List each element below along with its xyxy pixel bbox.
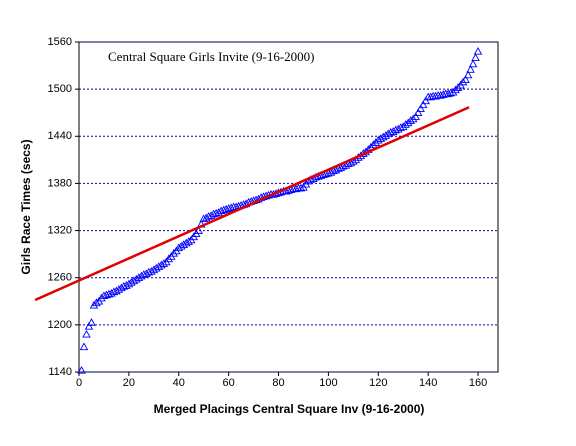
data-point bbox=[224, 204, 233, 212]
data-point bbox=[84, 322, 94, 330]
y-tick-label: 1260 bbox=[48, 272, 72, 284]
data-point bbox=[79, 342, 89, 351]
data-point bbox=[226, 203, 236, 212]
data-point bbox=[164, 254, 174, 263]
data-point bbox=[443, 89, 453, 98]
data-point bbox=[321, 169, 331, 178]
y-axis-title: Girls Race Times (secs) bbox=[19, 139, 33, 274]
data-point bbox=[184, 237, 194, 245]
data-point bbox=[87, 318, 96, 326]
data-point bbox=[221, 204, 231, 213]
y-tick-label: 1560 bbox=[48, 36, 72, 48]
data-point bbox=[284, 186, 293, 194]
data-point bbox=[413, 108, 423, 116]
data-point bbox=[418, 100, 428, 109]
data-point bbox=[77, 366, 86, 374]
data-point bbox=[458, 77, 468, 86]
data-point bbox=[291, 184, 301, 193]
data-point bbox=[286, 185, 296, 193]
data-point bbox=[89, 300, 99, 309]
x-tick-label: 160 bbox=[469, 377, 487, 389]
y-tick-label: 1320 bbox=[48, 224, 72, 236]
data-point bbox=[426, 92, 435, 101]
data-point bbox=[216, 206, 226, 215]
x-tick-label: 20 bbox=[123, 377, 135, 389]
data-point bbox=[296, 183, 306, 192]
data-point bbox=[319, 170, 328, 179]
y-tick-label: 1500 bbox=[48, 83, 72, 95]
data-point bbox=[371, 138, 381, 146]
data-point bbox=[471, 53, 480, 61]
data-point bbox=[421, 96, 430, 105]
data-point bbox=[436, 91, 445, 99]
data-point bbox=[406, 116, 415, 124]
data-point bbox=[169, 248, 179, 257]
x-tick-label: 80 bbox=[272, 377, 284, 389]
data-point bbox=[99, 291, 109, 300]
plot-frame bbox=[78, 41, 499, 373]
data-point bbox=[194, 226, 203, 234]
data-point bbox=[82, 329, 91, 338]
x-axis-title: Merged Placings Central Square Inv (9-16… bbox=[154, 402, 425, 416]
data-point bbox=[403, 118, 413, 127]
data-point bbox=[411, 112, 420, 120]
data-point bbox=[401, 120, 410, 128]
x-tick-label: 140 bbox=[419, 377, 437, 389]
data-point bbox=[349, 157, 358, 165]
data-point bbox=[159, 259, 169, 267]
x-tick-label: 60 bbox=[223, 377, 235, 389]
data-point bbox=[453, 83, 463, 91]
data-point bbox=[209, 209, 218, 218]
y-tick-label: 1200 bbox=[48, 319, 72, 331]
data-point bbox=[316, 171, 326, 179]
y-tick-label: 1140 bbox=[48, 366, 72, 378]
data-point bbox=[219, 205, 228, 214]
data-point bbox=[408, 114, 418, 123]
x-tick-label: 120 bbox=[369, 377, 387, 389]
data-point bbox=[102, 290, 111, 299]
data-point bbox=[438, 90, 448, 98]
data-point bbox=[448, 87, 458, 96]
data-point bbox=[398, 122, 408, 131]
y-tick-label: 1380 bbox=[48, 177, 72, 189]
data-point bbox=[461, 75, 470, 83]
data-point bbox=[451, 85, 460, 94]
data-point bbox=[369, 140, 378, 149]
y-tick-label: 1440 bbox=[48, 130, 72, 142]
x-tick-label: 0 bbox=[76, 377, 82, 389]
data-point bbox=[473, 47, 483, 55]
x-tick-label: 100 bbox=[319, 377, 337, 389]
chart-title: Central Square Girls Invite (9-16-2000) bbox=[108, 49, 315, 64]
data-point bbox=[92, 298, 101, 307]
data-point bbox=[431, 91, 440, 100]
data-point bbox=[466, 65, 475, 73]
data-point bbox=[463, 70, 473, 79]
data-point bbox=[416, 104, 425, 113]
data-point bbox=[468, 59, 478, 68]
data-point bbox=[281, 186, 291, 195]
x-tick-label: 40 bbox=[173, 377, 185, 389]
fit-line bbox=[34, 106, 470, 302]
